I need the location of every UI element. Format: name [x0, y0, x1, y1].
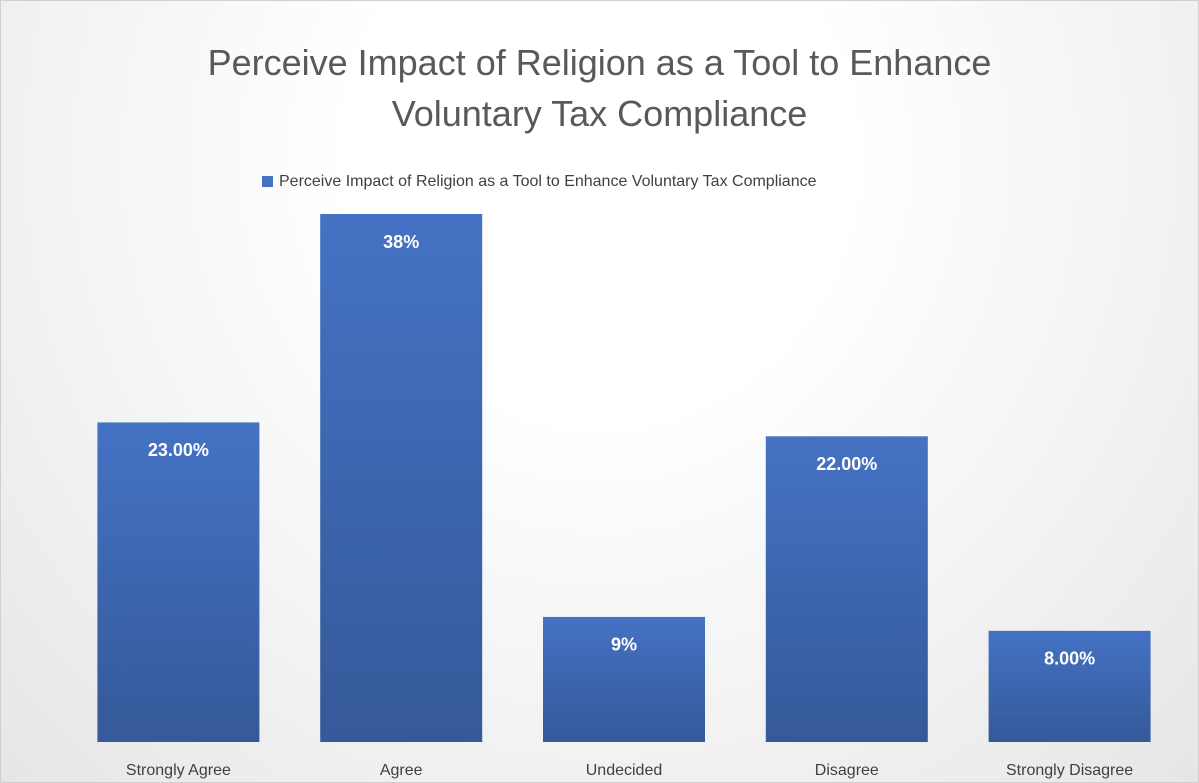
x-tick-label: Agree: [380, 762, 423, 779]
chart-title: Perceive Impact of Religion as a Tool to…: [207, 42, 992, 134]
bar: [97, 422, 260, 742]
legend-swatch: [262, 176, 273, 187]
bar: [988, 630, 1151, 742]
legend-label: Perceive Impact of Religion as a Tool to…: [279, 173, 817, 190]
x-tick-label: Undecided: [586, 762, 663, 779]
x-tick-label: Strongly Disagree: [1006, 762, 1133, 779]
x-tick-label: Strongly Agree: [126, 762, 231, 779]
data-label: 9%: [611, 635, 637, 655]
bar: [320, 214, 483, 742]
bar: [543, 616, 705, 742]
data-label: 22.00%: [816, 454, 877, 474]
bar: [765, 436, 928, 742]
data-label: 38%: [383, 232, 419, 252]
x-tick-label: Disagree: [815, 762, 879, 779]
data-label: 8.00%: [1044, 649, 1095, 669]
data-label: 23.00%: [148, 440, 209, 460]
